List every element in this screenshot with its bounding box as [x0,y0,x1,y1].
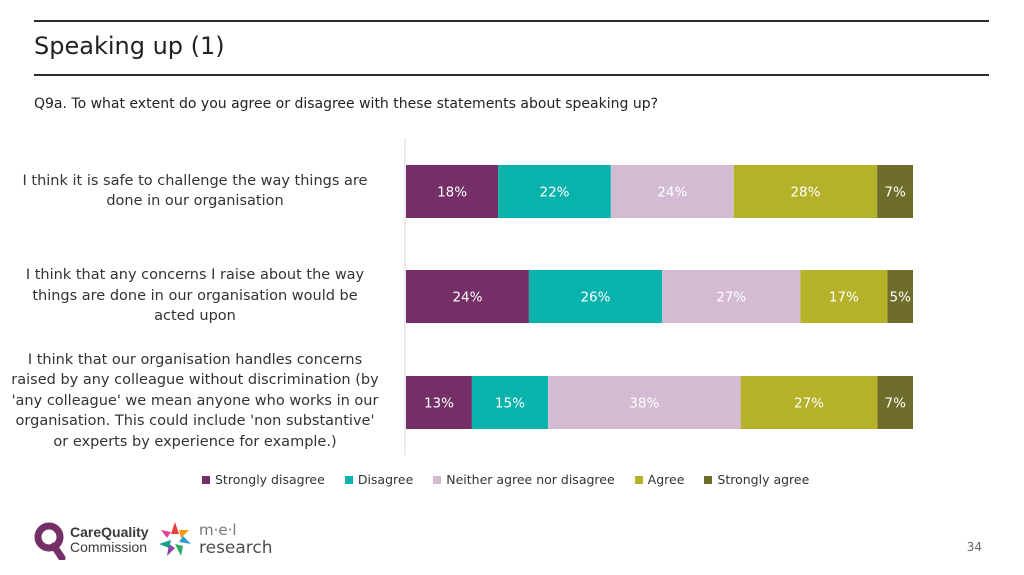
bar-segment [877,376,913,429]
legend-item: Agree [634,472,685,487]
legend-label: Neither agree nor disagree [446,472,615,487]
cqc-logo-line1: CareQuality [70,524,149,540]
legend-label: Agree [647,472,685,487]
legend-label: Strongly agree [717,472,810,487]
cqc-logo-line2: Commission [70,539,148,555]
bar-data-label: 22% [540,185,570,201]
mel-logo-line2: research [199,538,273,558]
bar-segment [610,165,734,218]
bar-segment [406,376,472,429]
bar-data-label: 7% [884,185,906,201]
bar-data-label: 27% [716,290,746,306]
stacked-bar-chart: 18% 22% 24% 28% 7% 24% 26% 27% 17% 5% 13% 15% 38% 27%… [404,138,913,455]
category-label-line: or experts by experience for example.) [53,433,337,450]
legend-item: Neither agree nor disagree [433,472,615,487]
chart-legend: Strongly disagree Disagree Neither agree n… [202,472,809,487]
legend-swatch [634,475,643,484]
bar-segment [877,165,913,218]
category-label-line: I think it is safe to challenge the way … [22,172,368,189]
bar-data-label: 24% [657,185,687,201]
bar-data-label: 24% [452,290,482,306]
bar-data-label: 28% [790,185,820,201]
legend-item: Strongly agree [704,472,809,487]
legend-swatch [344,475,353,484]
mel-star-icon [159,522,191,556]
legend-swatch [202,475,210,484]
title-underline [34,74,989,76]
category-label-line: done in our organisation [106,193,284,209]
bar-data-label: 27% [794,396,824,412]
bar-data-label: 17% [829,290,859,306]
category-label-line: raised by any colleague without discrimi… [11,372,379,389]
bar-data-label: 7% [885,396,907,412]
bar-segment [733,165,878,218]
cqc-logo: CareQuality Commission [34,520,149,560]
bar-segment [662,270,801,323]
bar-data-label: 38% [629,396,659,412]
cqc-q-icon [34,522,66,560]
bar-segment [547,376,741,429]
category-label-line: I think that our organisation handles co… [27,351,363,368]
bar-segment [406,270,529,323]
bar-segment [498,165,611,218]
bar-segment [406,165,499,218]
category-label-line: acted upon [154,308,236,325]
bar-data-label: 15% [495,396,525,412]
bar-segment [740,376,878,429]
page-number: 34 [966,540,982,554]
legend-swatch [704,475,713,484]
bar-data-label: 26% [580,290,610,306]
category-label-line: 'any colleague' we mean anyone who works… [11,392,379,409]
legend-label: Disagree [357,472,414,487]
bar-segment [887,270,913,323]
legend-label: Strongly disagree [215,472,325,487]
category-label: I think it is safe to challenge the way … [0,171,390,212]
category-label-line: I think that any concerns I raise about … [25,267,365,284]
legend-item: Strongly disagree [202,472,325,487]
bar-data-label: 5% [889,290,911,306]
bar-data-label: 13% [424,396,454,412]
legend-swatch [433,475,442,484]
bar-segment [471,376,548,429]
bar-segment [528,270,663,323]
mel-logo: m·e·l research [157,520,273,558]
legend-item: Disagree [344,472,414,487]
question-text: Q9a. To what extent do you agree or disa… [34,96,659,112]
bar-segment [800,270,888,323]
category-label-line: things are done in our organisation woul… [32,287,358,304]
category-label: I think that our organisation handles co… [0,350,390,453]
category-label-line: organisation. This could include 'non su… [15,413,375,430]
category-label: I think that any concerns I raise about … [0,265,390,327]
bar-data-label: 18% [437,185,467,201]
page-title: Speaking up (1) [34,32,225,60]
top-rule [34,20,989,22]
mel-logo-line1: m·e·l [199,521,237,539]
